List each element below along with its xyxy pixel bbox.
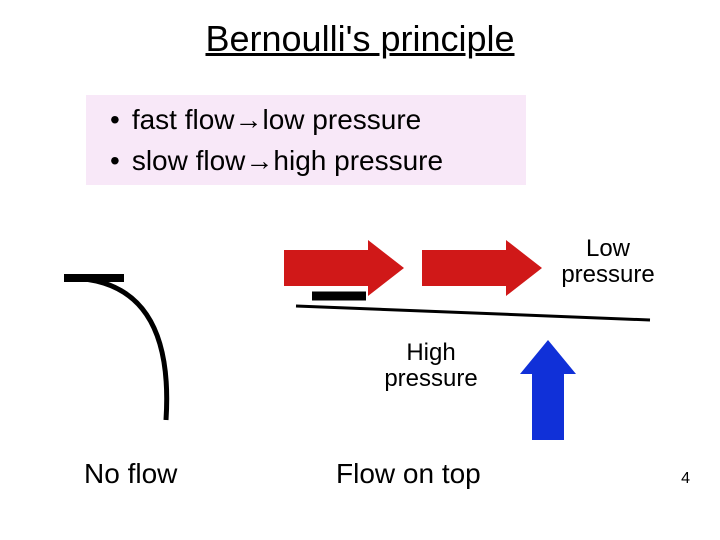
diagram-canvas	[0, 0, 720, 540]
